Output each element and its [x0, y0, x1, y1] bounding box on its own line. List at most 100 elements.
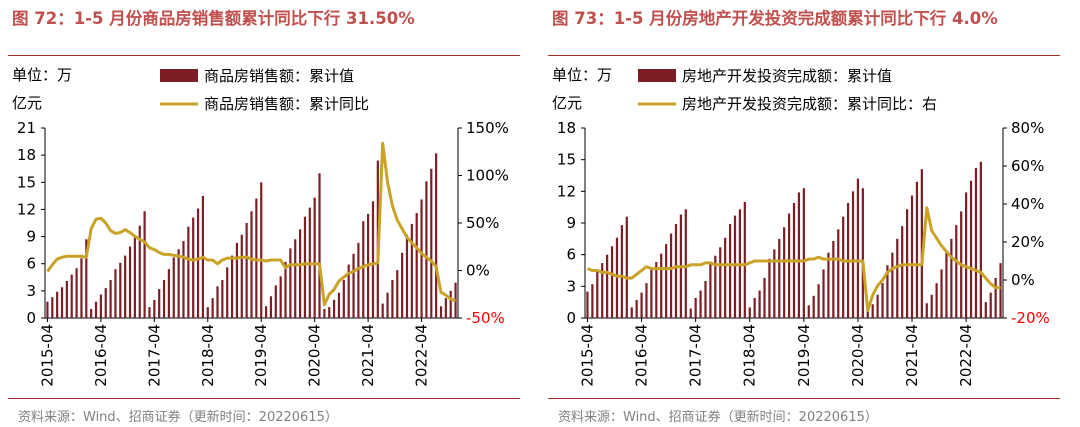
right-bar: [655, 262, 658, 318]
right-bar: [925, 303, 928, 318]
right-bar: [783, 227, 786, 318]
right-bar: [832, 240, 835, 318]
right-bar: [674, 224, 678, 318]
left-bar: [444, 298, 447, 318]
right-bar: [940, 269, 943, 318]
left-bar: [245, 223, 248, 318]
left-bar: [235, 242, 239, 318]
right-chart-title: 图 73：1-5 月份房地产开发投资完成额累计同比下行 4.0%: [552, 9, 998, 28]
left-y2-tick-label: 50%: [466, 214, 499, 232]
left-y2-tick-label: 150%: [466, 119, 509, 137]
left-title-rule: [8, 55, 520, 56]
left-bar: [230, 255, 234, 318]
left-yoy-line: [46, 141, 457, 307]
left-bar: [420, 199, 423, 318]
right-y-tick-label: 6: [566, 246, 576, 264]
right-bar: [807, 305, 810, 318]
right-bar: [606, 254, 609, 318]
right-bar: [822, 269, 825, 318]
right-bar: [999, 263, 1002, 318]
left-y-tick-label: 18: [17, 146, 36, 164]
right-bar: [915, 181, 919, 318]
right-bar: [876, 294, 879, 318]
right-bar: [669, 233, 673, 318]
right-x-tick-label: 2017-04: [687, 324, 705, 387]
right-y2-tick-label: 80%: [1011, 119, 1044, 137]
right-legend-bar-swatch: [638, 69, 676, 82]
left-bar: [260, 182, 263, 318]
right-bar: [974, 168, 978, 318]
right-bar: [965, 192, 968, 318]
left-bar: [94, 301, 98, 318]
left-bar: [318, 173, 321, 318]
left-bar: [410, 223, 413, 318]
left-bar: [439, 306, 443, 318]
right-unit-line1: 单位：万: [552, 66, 612, 84]
right-bar: [586, 291, 589, 318]
left-bar: [187, 226, 190, 318]
left-bar: [435, 153, 438, 318]
right-bar: [620, 225, 623, 318]
left-bar: [449, 290, 452, 318]
left-bar: [177, 249, 180, 318]
left-x-tick-label: 2022-04: [413, 324, 431, 387]
right-bar: [989, 292, 992, 318]
left-bar: [333, 299, 336, 318]
left-y-tick-label: 6: [26, 255, 36, 273]
right-bar: [748, 307, 751, 318]
left-bar: [138, 225, 141, 318]
left-bar: [264, 306, 268, 318]
right-bar: [689, 308, 692, 318]
right-bar: [891, 252, 894, 318]
left-y-tick-label: 15: [17, 173, 36, 191]
left-bar: [352, 253, 355, 318]
right-x-tick-label: 2022-04: [957, 324, 975, 387]
right-legend-line-label: 房地产开发投资完成额：累计同比：右: [682, 95, 937, 113]
right-bar: [733, 215, 737, 318]
left-bar: [51, 297, 54, 318]
right-y2-tick-label: -20%: [1011, 309, 1050, 327]
right-y-tick-label: 9: [566, 214, 576, 232]
left-bar: [75, 268, 78, 318]
right-bar: [842, 216, 845, 318]
left-bar: [109, 280, 112, 318]
right-y-tick-label: 18: [557, 119, 576, 137]
right-bar: [896, 238, 899, 318]
right-bar: [719, 247, 722, 318]
left-bar: [284, 261, 287, 318]
left-bar: [386, 292, 389, 318]
left-bar: [250, 211, 253, 318]
right-chart-panel: 图 73：1-5 月份房地产开发投资完成额累计同比下行 4.0% 单位：万 亿元…: [540, 0, 1080, 427]
left-bottom-rule: [8, 398, 520, 399]
right-bar: [650, 269, 653, 318]
left-chart-title: 图 72：1-5 月份商品房销售额累计同比下行 31.50%: [12, 9, 415, 28]
right-bar: [827, 252, 830, 318]
right-bar: [704, 281, 707, 318]
left-bar: [162, 280, 166, 318]
left-bar: [342, 280, 345, 318]
right-bar: [763, 277, 766, 318]
left-bar: [313, 197, 316, 318]
left-legend-line-label: 商品房销售额：累计同比: [204, 95, 369, 113]
left-bar: [362, 221, 365, 318]
right-unit-line2: 亿元: [552, 94, 582, 112]
left-x-tick-label: 2016-04: [92, 324, 110, 387]
left-bar: [56, 291, 59, 318]
left-bar: [65, 280, 68, 318]
left-bar: [128, 246, 132, 318]
left-chart-svg: 单位：万 亿元 商品房销售额：累计值 商品房销售额：累计同比 0 3 6 9 12 15 1…: [12, 66, 509, 387]
left-bar: [298, 229, 302, 318]
left-y-tick-label: 12: [17, 200, 36, 218]
right-y-tick-label: 0: [566, 309, 576, 327]
right-bar: [699, 290, 702, 318]
left-bar: [99, 294, 102, 318]
right-bar: [684, 209, 687, 318]
left-bar: [328, 307, 331, 318]
left-bar: [114, 269, 117, 318]
left-y-tick-label: 9: [26, 228, 36, 246]
right-bar: [694, 297, 697, 318]
left-bar: [425, 181, 428, 318]
right-y2-tick-label: 20%: [1011, 233, 1044, 251]
right-bar: [787, 213, 791, 318]
right-bar: [768, 258, 771, 318]
